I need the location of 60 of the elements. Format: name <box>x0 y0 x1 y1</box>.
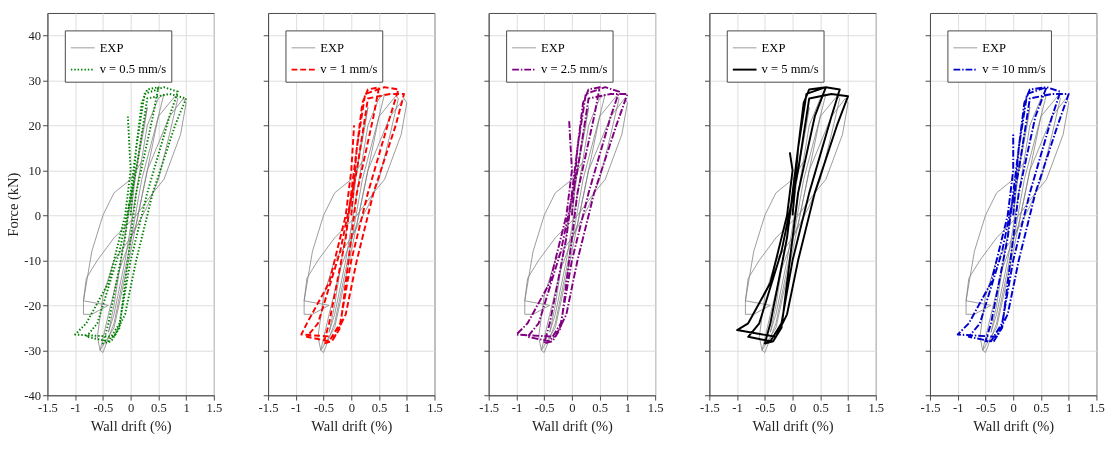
x-tick-label: -0.5 <box>314 401 334 416</box>
y-tick-label: 10 <box>28 163 42 178</box>
x-tick-label: 1 <box>183 401 190 416</box>
x-axis-title: Wall drift (%) <box>752 417 834 435</box>
legend-label: EXP <box>982 40 1007 55</box>
x-tick-label: 1 <box>624 401 632 416</box>
x-tick-label: 0.5 <box>1033 401 1050 416</box>
x-tick-label: 1.5 <box>206 401 223 416</box>
y-tick-label: 40 <box>28 28 42 43</box>
x-tick-label: -1 <box>291 401 302 416</box>
x-tick-label: -1.5 <box>37 401 58 416</box>
x-tick-label: 1.5 <box>1089 401 1105 416</box>
x-tick-label: -0.5 <box>93 401 114 416</box>
y-tick-label: 20 <box>28 118 42 133</box>
y-axis-title: Force (kN) <box>4 172 22 237</box>
x-tick-label: 0.5 <box>371 401 388 416</box>
x-tick-label: 0.5 <box>812 401 829 416</box>
x-tick-label: -1.5 <box>699 401 720 416</box>
x-tick-label: -1.5 <box>920 401 941 416</box>
x-axis-title: Wall drift (%) <box>90 417 172 435</box>
x-tick-label: 0 <box>348 401 355 416</box>
legend-label: v = 5 mm/s <box>761 62 819 77</box>
x-tick-label: 1 <box>1066 401 1073 416</box>
x-tick-label: 1 <box>845 401 852 416</box>
x-tick-label: -1 <box>952 401 964 416</box>
legend-label: EXP <box>99 40 124 55</box>
x-tick-label: 0.5 <box>151 401 167 416</box>
x-tick-label: 0 <box>789 401 797 416</box>
y-tick-label: -20 <box>24 298 42 313</box>
legend-label: EXP <box>320 40 345 55</box>
legend-label: v = 2.5 mm/s <box>540 62 608 77</box>
legend-label: v = 10 mm/s <box>982 62 1046 77</box>
x-tick-label: 0 <box>1010 401 1017 416</box>
y-tick-label: -30 <box>24 343 42 358</box>
x-tick-label: 1.5 <box>868 401 885 416</box>
x-axis-title: Wall drift (%) <box>973 417 1055 435</box>
x-tick-label: -1 <box>70 401 81 416</box>
legend-label: EXP <box>761 40 786 55</box>
x-tick-label: -0.5 <box>755 401 776 416</box>
y-tick-label: 0 <box>34 208 42 223</box>
x-tick-label: 0.5 <box>592 401 609 416</box>
x-axis-title: Wall drift (%) <box>311 417 393 435</box>
legend-label: EXP <box>540 40 565 55</box>
x-tick-label: 1 <box>404 401 411 416</box>
legend-label: v = 1 mm/s <box>320 62 378 77</box>
x-tick-label: -1.5 <box>258 401 279 416</box>
x-tick-label: 0 <box>127 401 135 416</box>
x-tick-label: 0 <box>569 401 576 416</box>
x-tick-label: -0.5 <box>976 401 996 416</box>
x-tick-label: 1.5 <box>427 401 443 416</box>
y-tick-label: 30 <box>28 73 42 88</box>
y-tick-label: -40 <box>24 388 42 403</box>
x-tick-label: -1.5 <box>479 401 500 416</box>
x-tick-label: -1 <box>511 401 523 416</box>
y-tick-label: -10 <box>24 253 42 268</box>
x-tick-label: -1 <box>732 401 743 416</box>
x-tick-label: 1.5 <box>647 401 664 416</box>
x-tick-label: -0.5 <box>534 401 555 416</box>
legend-label: v = 0.5 mm/s <box>99 62 167 77</box>
x-axis-title: Wall drift (%) <box>531 417 614 435</box>
